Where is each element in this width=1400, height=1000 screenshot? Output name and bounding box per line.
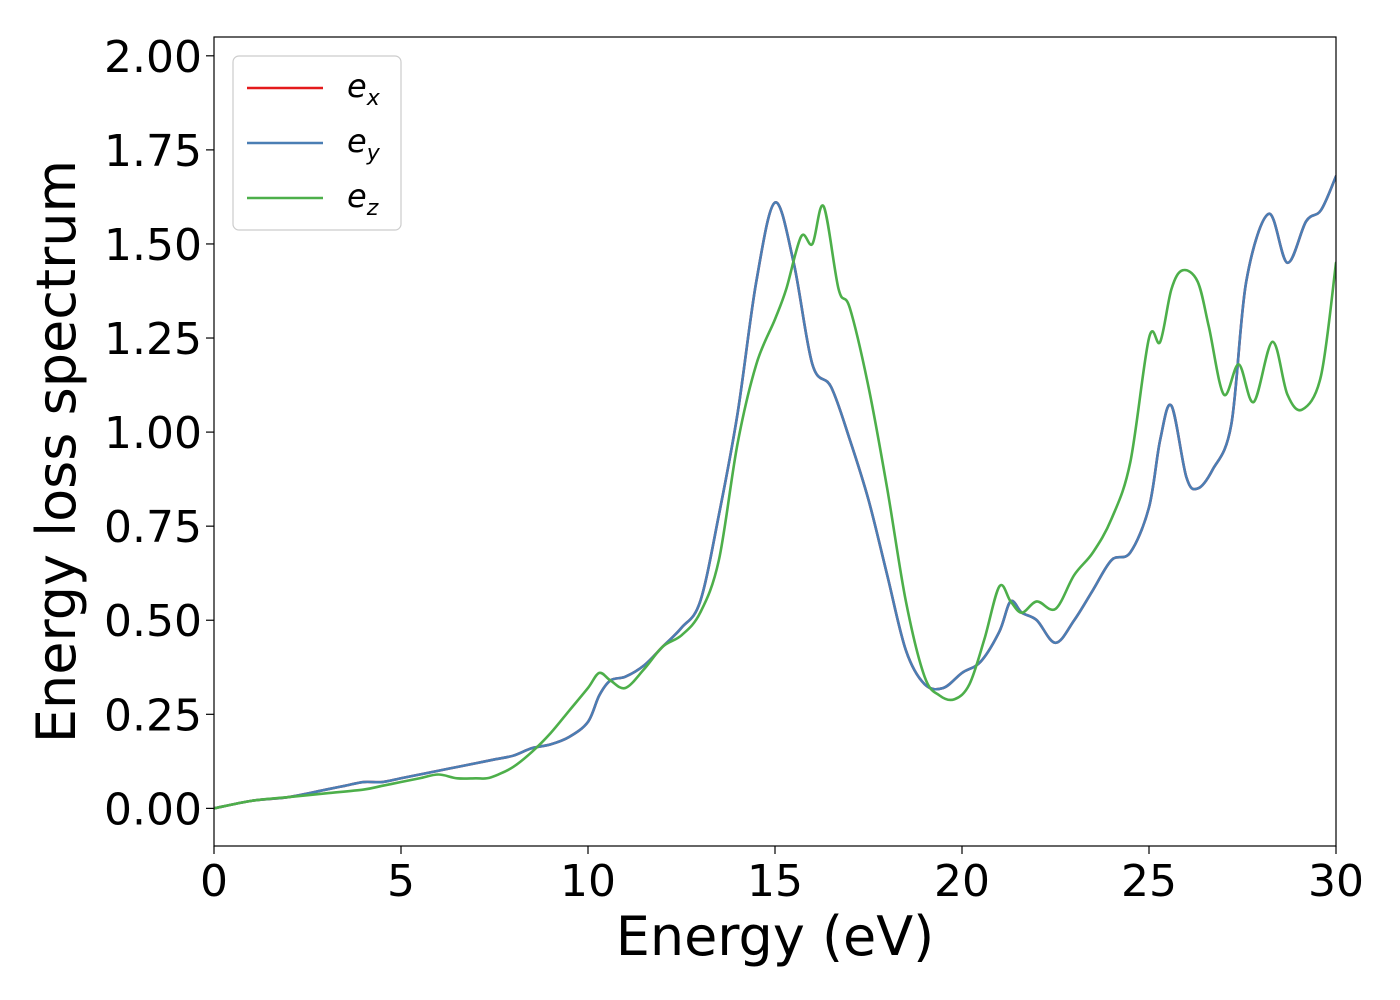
- x-axis-title: Energy (eV): [616, 905, 935, 968]
- legend-label-subscript: y: [366, 141, 381, 166]
- series-line-ez: [214, 204, 1336, 810]
- x-tick-label: 0: [200, 856, 228, 907]
- y-tick-label: 2.00: [104, 32, 202, 83]
- y-tick-label: 1.75: [104, 126, 202, 177]
- x-tick-label: 20: [934, 856, 990, 907]
- y-axis: 0.00 0.25 0.50 0.75 1.00 1.25 1.50 1.75 2.00: [104, 32, 214, 835]
- x-tick-label: 5: [387, 856, 415, 907]
- y-tick-label: 0.00: [104, 784, 202, 835]
- x-tick-label: 30: [1308, 856, 1364, 907]
- x-tick-label: 10: [560, 856, 616, 907]
- y-axis-title: Energy loss spectrum: [25, 160, 88, 743]
- y-tick-label: 0.50: [104, 596, 202, 647]
- legend-label-ex: ex: [347, 67, 381, 111]
- y-tick-label: 1.00: [104, 408, 202, 459]
- legend-label-base: e: [347, 177, 367, 215]
- series-layer: [214, 174, 1336, 810]
- legend-label-base: e: [347, 67, 367, 105]
- legend-label-ey: ey: [347, 122, 381, 166]
- series-line-ey: [214, 174, 1336, 810]
- legend-label-base: e: [347, 122, 367, 160]
- x-tick-label: 15: [747, 856, 803, 907]
- legend-label-subscript: z: [366, 196, 379, 221]
- legend-label-subscript: x: [366, 86, 381, 111]
- x-axis: 0 5 10 15 20 25 30: [200, 846, 1364, 907]
- x-tick-label: 25: [1121, 856, 1177, 907]
- legend-label-ez: ez: [347, 177, 379, 221]
- y-tick-label: 1.25: [104, 314, 202, 365]
- y-tick-label: 1.50: [104, 220, 202, 271]
- y-tick-label: 0.75: [104, 502, 202, 553]
- y-tick-label: 0.25: [104, 690, 202, 741]
